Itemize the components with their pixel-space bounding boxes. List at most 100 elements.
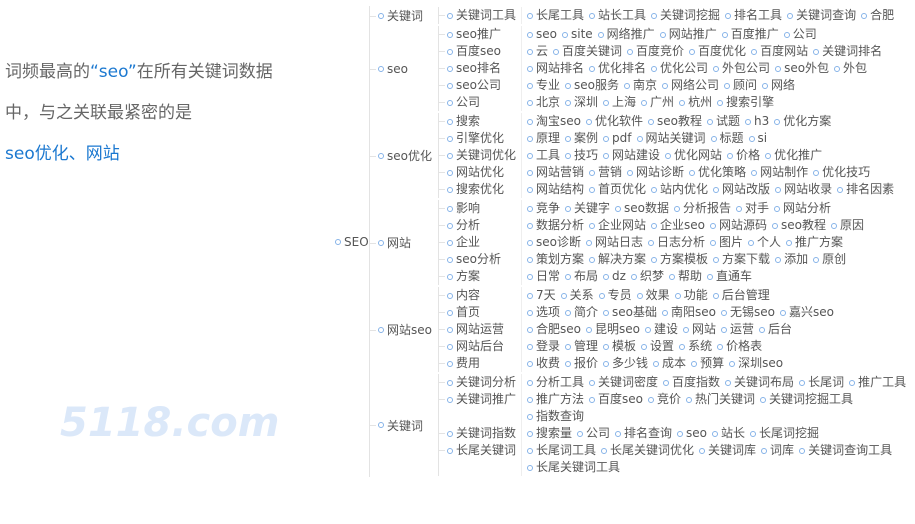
leaf-node[interactable]: si [748, 130, 767, 147]
node-dot[interactable] [713, 186, 720, 193]
node-dot[interactable] [603, 360, 610, 367]
node-dot[interactable] [761, 447, 768, 454]
node-dot[interactable] [725, 379, 732, 386]
node-dot[interactable] [710, 222, 717, 229]
node-dot[interactable] [665, 152, 672, 159]
node-dot[interactable] [447, 447, 453, 454]
leaf-node[interactable]: 北京 [527, 94, 560, 111]
leaf-node[interactable]: 7天 [527, 287, 556, 304]
leaf-node[interactable]: 杭州 [679, 94, 712, 111]
leaf-node[interactable]: 关系 [560, 287, 594, 304]
level2-node[interactable]: seo排名 [447, 60, 521, 77]
node-dot[interactable] [589, 379, 596, 386]
leaf-node[interactable]: 推广方法 [527, 391, 584, 408]
node-dot[interactable] [378, 12, 384, 19]
node-dot[interactable] [689, 48, 696, 55]
node-dot[interactable] [630, 273, 637, 280]
leaf-node[interactable]: 图片 [710, 234, 743, 251]
leaf-node[interactable]: 无锡seo [721, 304, 775, 321]
leaf-node[interactable]: 网站日志 [585, 234, 643, 251]
leaf-node[interactable]: 长尾工具 [527, 7, 584, 24]
leaf-node[interactable]: 外包公司 [713, 60, 770, 77]
leaf-node[interactable]: 排名工具 [725, 7, 782, 24]
node-dot[interactable] [335, 238, 341, 245]
leaf-node[interactable]: seo服务 [565, 77, 619, 94]
level2-node[interactable]: 公司 [447, 94, 521, 111]
level2-node[interactable]: 关键词分析 [447, 374, 521, 391]
node-dot[interactable] [721, 31, 728, 38]
leaf-node[interactable]: 网站诊断 [627, 164, 684, 181]
node-dot[interactable] [651, 222, 658, 229]
level1-node[interactable]: 关键词 [378, 417, 438, 434]
leaf-node[interactable]: 长尾关键词工具 [527, 459, 620, 476]
leaf-node[interactable]: 运营 [721, 321, 754, 338]
node-dot[interactable] [748, 239, 755, 246]
node-dot[interactable] [603, 135, 610, 142]
node-dot[interactable] [527, 135, 533, 142]
level1-node[interactable]: 网站seo [378, 321, 438, 338]
node-dot[interactable] [668, 273, 675, 280]
leaf-node[interactable]: 关键词查询工具 [799, 442, 892, 459]
node-dot[interactable] [751, 169, 758, 176]
leaf-node[interactable]: 价格 [727, 147, 760, 164]
node-dot[interactable] [447, 379, 453, 386]
node-dot[interactable] [679, 343, 686, 350]
leaf-node[interactable]: 长尾关键词优化 [601, 442, 694, 459]
node-dot[interactable] [615, 430, 622, 437]
leaf-node[interactable]: 竞价 [648, 391, 681, 408]
leaf-node[interactable]: 简介 [565, 304, 598, 321]
node-dot[interactable] [589, 222, 596, 229]
leaf-node[interactable]: 织梦 [630, 268, 664, 285]
node-dot[interactable] [775, 256, 782, 263]
leaf-node[interactable]: 策划方案 [527, 251, 584, 268]
node-dot[interactable] [837, 186, 844, 193]
leaf-node[interactable]: 网站收录 [775, 181, 832, 198]
leaf-node[interactable]: 百度关键词 [553, 43, 622, 60]
leaf-node[interactable]: 南京 [624, 77, 657, 94]
node-dot[interactable] [527, 239, 533, 246]
node-dot[interactable] [527, 309, 533, 316]
node-dot[interactable] [527, 413, 533, 420]
leaf-node[interactable]: 网站关键词 [636, 130, 706, 147]
node-dot[interactable] [447, 273, 453, 280]
node-dot[interactable] [627, 169, 634, 176]
level2-node[interactable]: 分析 [447, 217, 521, 234]
leaf-node[interactable]: 专业 [527, 77, 560, 94]
leaf-node[interactable]: 登录 [527, 338, 560, 355]
node-dot[interactable] [589, 186, 596, 193]
leaf-node[interactable]: 关键词密度 [589, 374, 658, 391]
leaf-node[interactable]: 对手 [736, 200, 769, 217]
node-dot[interactable] [447, 360, 453, 367]
leaf-node[interactable]: pdf [603, 130, 632, 147]
leaf-node[interactable]: 广州 [641, 94, 674, 111]
leaf-node[interactable]: 优化推广 [765, 147, 822, 164]
node-dot[interactable] [603, 343, 610, 350]
level2-node[interactable]: 关键词优化 [447, 147, 521, 164]
leaf-node[interactable]: 成本 [653, 355, 686, 372]
leaf-node[interactable]: 原创 [813, 251, 846, 268]
leaf-node[interactable]: 优化排名 [589, 60, 646, 77]
leaf-node[interactable]: 排名查询 [615, 425, 672, 442]
node-dot[interactable] [786, 239, 793, 246]
leaf-node[interactable]: 关键字 [565, 200, 610, 217]
leaf-node[interactable]: 关键词查询 [787, 7, 856, 24]
leaf-node[interactable]: 指数查询 [527, 408, 584, 425]
node-dot[interactable] [644, 326, 651, 333]
leaf-node[interactable]: 推广方案 [786, 234, 843, 251]
node-dot[interactable] [447, 82, 453, 89]
node-dot[interactable] [565, 273, 572, 280]
node-dot[interactable] [598, 292, 605, 299]
node-dot[interactable] [651, 256, 658, 263]
leaf-node[interactable]: 关键词排名 [813, 43, 882, 60]
node-dot[interactable] [527, 447, 533, 454]
node-dot[interactable] [527, 326, 533, 333]
node-dot[interactable] [565, 309, 572, 316]
level2-node[interactable]: 关键词工具 [447, 7, 521, 24]
node-dot[interactable] [565, 343, 572, 350]
node-dot[interactable] [717, 99, 724, 106]
leaf-node[interactable]: 网站建设 [603, 147, 660, 164]
node-dot[interactable] [813, 169, 820, 176]
node-dot[interactable] [774, 118, 781, 125]
node-dot[interactable] [560, 292, 567, 299]
leaf-node[interactable]: 网站改版 [713, 181, 770, 198]
